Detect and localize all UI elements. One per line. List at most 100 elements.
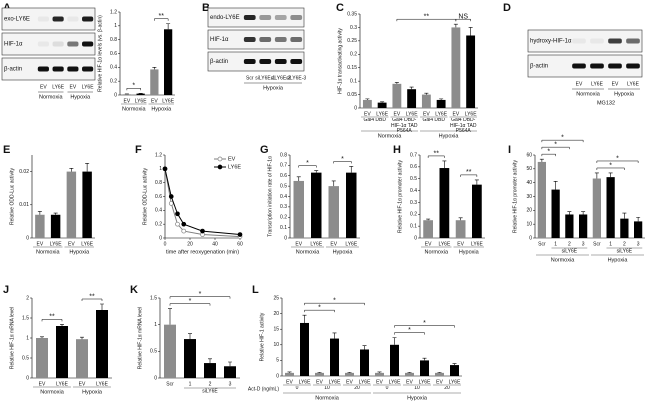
y-axis-label: Relative HIF-1α mRNA level — [9, 307, 15, 369]
y-tick-label: 0.35 — [347, 11, 357, 17]
bar — [315, 372, 324, 376]
sig-bracket — [333, 161, 352, 164]
y-tick-label: 60 — [526, 152, 532, 158]
blot-band — [290, 37, 303, 42]
blot-row — [207, 29, 305, 50]
error-bar — [453, 23, 458, 28]
group-label: Normoxia — [296, 249, 320, 255]
x-tick-label: 60 — [237, 241, 243, 247]
bar — [76, 339, 88, 378]
bar — [634, 221, 643, 238]
x-tick-label: LY6E — [329, 379, 342, 385]
blot-row — [207, 7, 305, 28]
error-bar — [40, 336, 44, 338]
series-marker — [200, 228, 205, 234]
x-tick-label: EV — [37, 241, 44, 247]
y-tick-label: 0.1 — [410, 223, 417, 229]
y-axis-label: Transcription initiation rate of HIF-1α — [267, 156, 273, 237]
lane-label: siLY6E-3 — [286, 75, 306, 81]
y-tick-label: 0.3 — [350, 25, 357, 31]
y-tick-label: 0 — [276, 373, 279, 379]
bar — [36, 338, 48, 378]
blot-band — [259, 15, 272, 20]
sig-bracket — [169, 296, 231, 299]
group-label: Hypoxia — [82, 389, 103, 395]
lane-label: EV — [612, 81, 619, 87]
y-axis-label: Relative ODD-Luc activity — [9, 168, 15, 225]
y-tick-label: 5 — [276, 358, 279, 364]
y-tick-label: 20 — [273, 311, 279, 317]
subgroup-label-box: Gal4 DBD — [422, 118, 445, 123]
series-line — [164, 168, 241, 238]
group-label: Hypoxia — [439, 133, 460, 139]
group-label: Normoxia — [378, 133, 402, 139]
y-tick-label: 0.8 — [280, 152, 287, 158]
sig-label: ** — [434, 150, 440, 157]
x-tick-label: EV — [425, 241, 432, 247]
blot-band — [243, 59, 256, 64]
sig-label: * — [132, 83, 135, 90]
panel-letter: H — [393, 144, 401, 156]
bar — [293, 180, 304, 238]
subgroup-label-box: 10 — [324, 386, 330, 391]
x-tick-label: Scr — [538, 241, 546, 247]
bar — [390, 344, 399, 376]
error-bar — [458, 217, 463, 221]
error-bar — [152, 67, 157, 70]
bar — [466, 35, 476, 108]
blot-band — [572, 38, 586, 44]
group-label: Hypoxia — [69, 249, 90, 255]
y-tick-label: 0.1 — [280, 225, 287, 231]
series-marker — [181, 221, 187, 227]
error-bar — [380, 101, 385, 103]
y-axis-label: Relative HIF-1α promoter activity — [397, 160, 403, 233]
x-tick-label: 1 — [554, 241, 557, 247]
blot-band — [608, 38, 622, 44]
subgroup-label: Gal4 DBD-HIF-1α TAD P564A — [391, 118, 418, 132]
group-label: Normoxia — [576, 91, 600, 97]
bar — [66, 171, 77, 238]
y-tick-label: 0 — [114, 92, 117, 98]
sig-bracket — [460, 174, 478, 177]
error-bar — [409, 86, 414, 90]
sig-bracket — [541, 139, 584, 143]
x-tick-label: LY6E — [310, 241, 323, 247]
bar — [224, 366, 236, 378]
sublabel: siLY6E — [617, 248, 633, 254]
sig-bracket — [455, 18, 471, 22]
x-tick-label: EV — [68, 241, 75, 247]
subgroup-label-box: 20 — [444, 386, 450, 391]
error-bar — [567, 211, 572, 215]
x-tick-label: LY6E — [471, 241, 484, 247]
blot-band — [82, 66, 94, 72]
error-bar — [377, 371, 382, 373]
bar — [136, 93, 145, 95]
x-tick-label: EV — [436, 379, 443, 385]
error-bar — [168, 308, 172, 325]
x-tick-label: EV — [457, 241, 464, 247]
blot-row-label: HIF-1α — [210, 37, 229, 43]
blot-band — [274, 15, 287, 20]
bar — [565, 214, 574, 238]
subgroup-label-box: 20 — [354, 386, 360, 391]
y-tick-label: 0.2 — [280, 215, 287, 221]
x-tick-label: EV — [316, 379, 323, 385]
error-bar — [314, 170, 319, 173]
blot-band — [243, 37, 256, 42]
subgroup-label-box: 10 — [414, 386, 420, 391]
y-tick-label: 0.01 — [19, 202, 29, 208]
error-bar — [474, 179, 479, 185]
y-tick-label: 0.15 — [347, 65, 357, 71]
y-tick-label: 0 — [154, 375, 157, 381]
blot-band — [274, 37, 287, 42]
y-tick-label: 0.2 — [410, 212, 417, 218]
subgroup-label: 20 — [354, 386, 360, 391]
subgroup-title: Act-D (ng/mL) — [248, 386, 279, 392]
blot-row — [1, 32, 96, 56]
x-tick-label: 1 — [189, 381, 192, 387]
bar — [164, 324, 176, 378]
blot-band — [626, 63, 640, 69]
x-tick-label: EV — [406, 379, 413, 385]
subgroup-label-box: Gal4 DBD — [363, 118, 386, 123]
x-tick-label: 3 — [229, 381, 232, 387]
